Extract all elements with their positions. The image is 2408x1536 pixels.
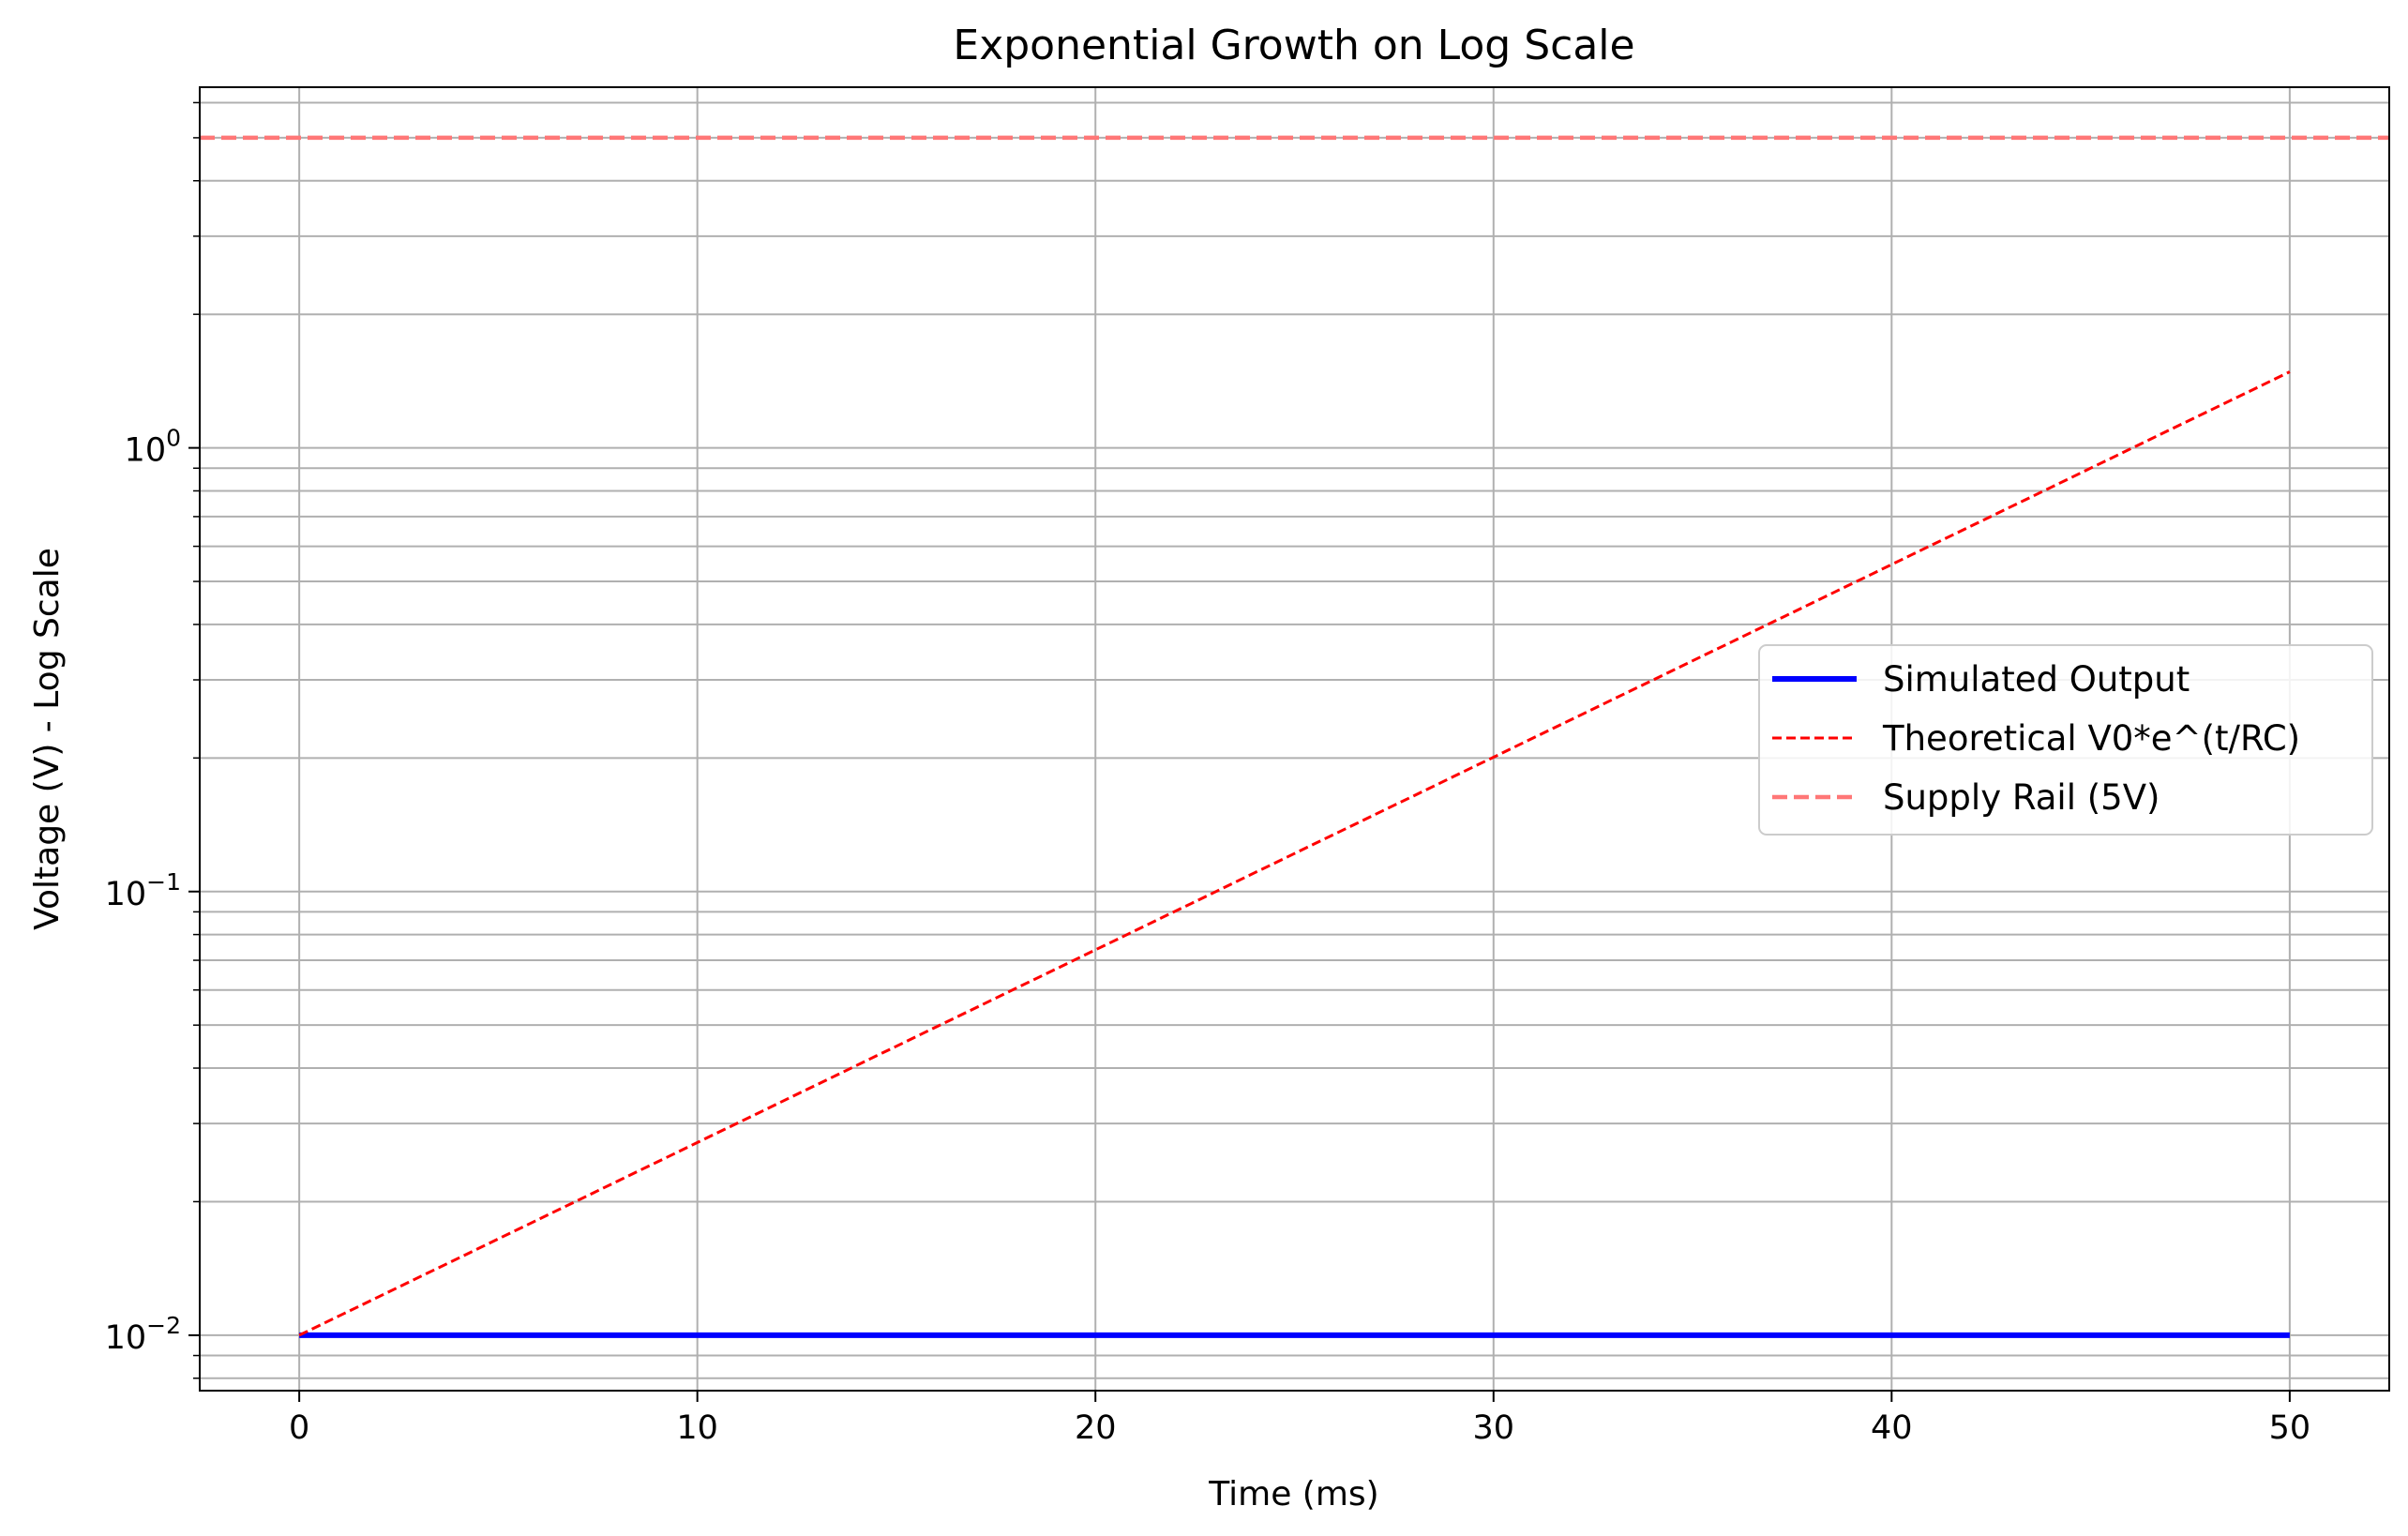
y-tick-label: 10−2 bbox=[105, 1312, 181, 1357]
chart-title: Exponential Growth on Log Scale bbox=[953, 22, 1634, 69]
grid-layer bbox=[200, 87, 2389, 1391]
legend: Simulated Output Theoretical V0*e^(t/RC) S… bbox=[1758, 644, 2373, 836]
plot-frame bbox=[199, 86, 2390, 1392]
x-tick-label: 40 bbox=[1871, 1409, 1913, 1447]
y-axis-label: Voltage (V) - Log Scale bbox=[28, 548, 67, 930]
x-tick-label: 50 bbox=[2269, 1409, 2311, 1447]
y-tick-label: 100 bbox=[125, 425, 181, 470]
x-tick-label: 10 bbox=[676, 1409, 718, 1447]
x-tick-label: 0 bbox=[289, 1409, 309, 1447]
y-tick-label: 10−1 bbox=[105, 868, 181, 913]
x-tick-label: 30 bbox=[1472, 1409, 1514, 1447]
legend-box bbox=[1758, 644, 2373, 836]
legend-label-0: Simulated Output bbox=[1883, 659, 2190, 700]
x-tick-label: 20 bbox=[1075, 1409, 1117, 1447]
legend-label-1: Theoretical V0*e^(t/RC) bbox=[1882, 718, 2300, 759]
series-line-1 bbox=[298, 370, 2291, 1337]
series-layer bbox=[200, 135, 2389, 1338]
legend-label-2: Supply Rail (5V) bbox=[1883, 777, 2160, 818]
x-axis-label: Time (ms) bbox=[1208, 1475, 1378, 1513]
ticks-layer: 0 10 20 30 40 50 100 10−1 10−2 bbox=[105, 101, 2311, 1447]
legend-entries: Simulated Output Theoretical V0*e^(t/RC) S… bbox=[1772, 659, 2300, 818]
